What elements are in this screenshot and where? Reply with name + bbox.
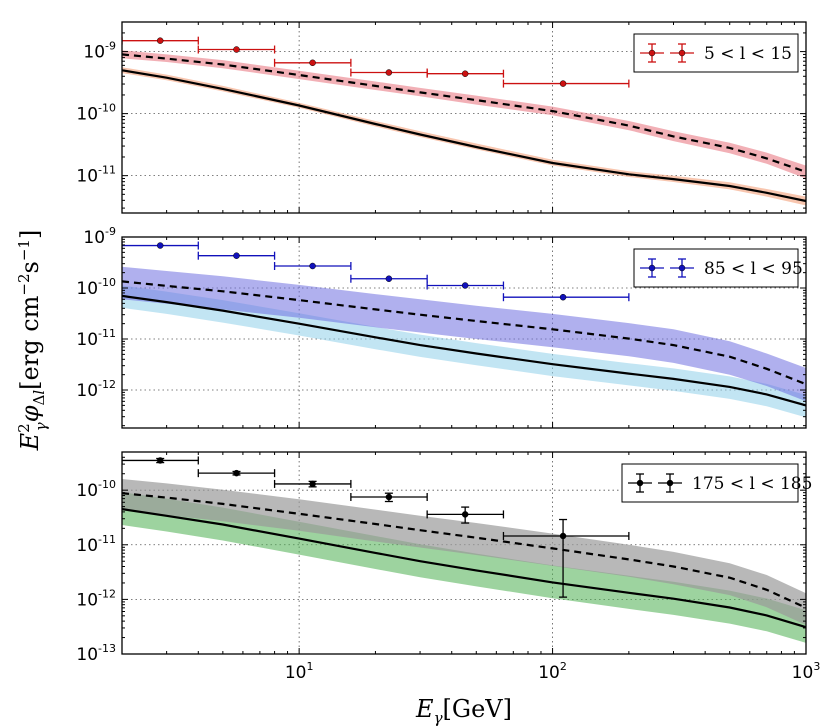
legend-marker	[678, 264, 686, 272]
x-tick-label: 101	[285, 660, 314, 683]
dashed-model-line	[122, 492, 806, 609]
chart-panel-1: 10-9 10-10 10-11 5 < l < 15	[76, 21, 807, 214]
y-tick-label: 10-9	[83, 40, 116, 63]
data-point	[559, 80, 567, 87]
axes-frame	[121, 21, 807, 214]
y-tick-label: 10-11	[76, 164, 116, 187]
solid-model-line	[122, 294, 806, 407]
chart-panel-3: 10-10 10-11 10-12 10-13 101 102 103 175 < l < 1…	[76, 451, 821, 683]
dashed-model-band	[122, 50, 806, 179]
x-tick-label: 103	[792, 660, 821, 683]
x-axis-label-sub: γ	[434, 709, 443, 727]
legend-marker	[648, 49, 656, 57]
data-point	[461, 70, 469, 77]
dashed-model-line	[122, 280, 806, 386]
x-axis-label: Eγ[GeV]	[415, 695, 512, 727]
data-point	[461, 282, 469, 289]
y-tick-label: 10-12	[76, 378, 116, 401]
y-tick-label: 10-10	[76, 102, 116, 125]
legend-marker	[666, 479, 674, 487]
data-point	[156, 37, 164, 44]
data-point	[233, 46, 240, 53]
axes-frame	[121, 236, 807, 429]
x-axis-label-unit: [GeV]	[443, 695, 512, 723]
x-axis-label-main: E	[415, 695, 434, 723]
legend-label: 175 < l < 185	[692, 474, 812, 494]
data-point	[559, 293, 567, 301]
data-point	[461, 511, 469, 518]
legend-label: 5 < l < 15	[704, 44, 792, 64]
data-point	[559, 532, 567, 540]
y-tick-label: 10-11	[76, 327, 116, 350]
data-point	[156, 242, 164, 249]
legend-marker	[678, 49, 686, 57]
plot-area	[122, 241, 806, 418]
data-point	[233, 252, 240, 259]
data-point	[385, 275, 393, 282]
data-point	[309, 262, 316, 270]
data-point	[309, 59, 316, 67]
y-axis-label: E2γφΔl[erg cm−2s−1]	[15, 230, 50, 452]
data-point	[309, 480, 316, 488]
solid-model-band	[122, 67, 806, 206]
solid-model-line	[122, 508, 806, 629]
data-point	[233, 469, 240, 477]
y-tick-label: 10-10	[76, 478, 116, 501]
data-point	[385, 69, 393, 76]
y-tick-label: 10-11	[76, 533, 116, 556]
y-tick-label: 10-13	[76, 642, 116, 665]
data-point	[156, 457, 164, 464]
data-point	[385, 493, 393, 501]
y-tick-label: 10-10	[76, 276, 116, 299]
legend-marker	[648, 264, 656, 272]
y-tick-label: 10-12	[76, 587, 116, 610]
legend-label: 85 < l < 95	[704, 259, 803, 279]
x-tick-label: 102	[538, 660, 567, 683]
plot-area	[122, 456, 806, 643]
legend-marker	[636, 479, 644, 487]
dashed-model-band	[122, 479, 806, 625]
plot-area	[122, 36, 806, 206]
dashed-model-line	[122, 53, 806, 173]
chart-panel-2: 10-9 10-10 10-11 10-12 85 < l < 95	[76, 225, 807, 429]
solid-model-line	[122, 69, 806, 203]
y-tick-label: 10-9	[83, 225, 116, 248]
